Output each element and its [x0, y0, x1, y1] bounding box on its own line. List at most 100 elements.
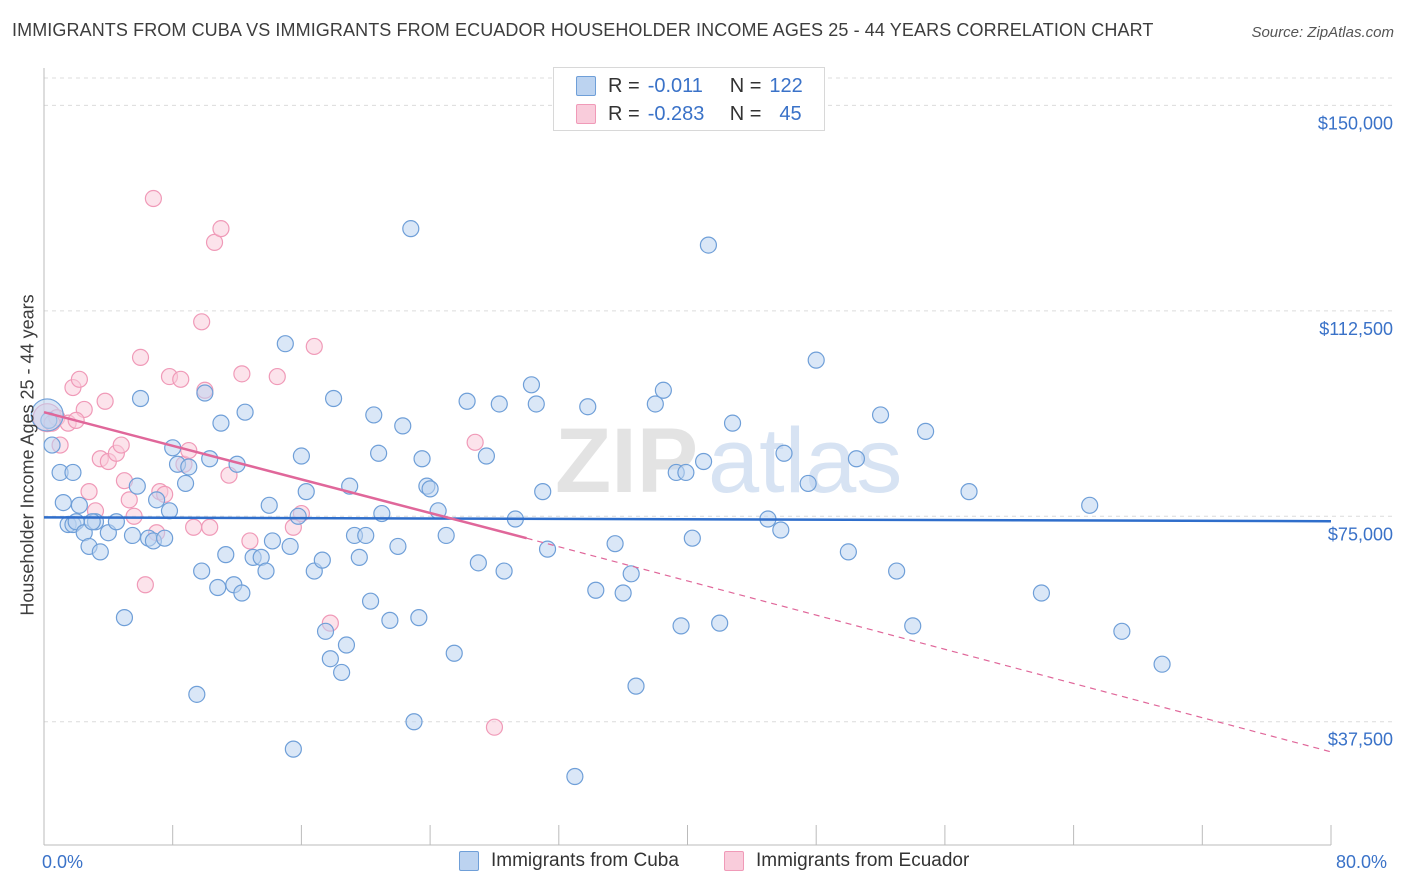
cuba-point	[123, 526, 142, 545]
cuba-point	[694, 452, 713, 471]
cuba-point	[723, 414, 742, 432]
ecuador-point	[125, 507, 143, 525]
cuba-point	[587, 581, 605, 599]
cuba-point	[960, 483, 978, 501]
ecuador-point	[96, 392, 114, 410]
cuba-point	[614, 584, 632, 602]
ecuador-r-value: -0.283	[647, 102, 705, 125]
chart-title: IMMIGRANTS FROM CUBA VS IMMIGRANTS FROM …	[12, 20, 1154, 40]
cuba-point	[1032, 584, 1051, 602]
cuba-point	[527, 395, 545, 413]
cuba-point	[405, 713, 423, 731]
cuba-point	[188, 685, 206, 703]
cuba-r-value: -0.011	[647, 74, 703, 97]
cuba-point	[683, 529, 701, 547]
ecuador-point	[212, 220, 230, 238]
y-tick-labels: $37,500 $75,000 $112,500 $150,000	[1318, 113, 1393, 749]
cuba-point	[236, 403, 254, 421]
cuba-point	[888, 562, 906, 580]
cuba-point	[156, 529, 174, 547]
cuba-point	[193, 562, 211, 580]
cuba-point	[281, 537, 299, 556]
trend-lines	[43, 410, 1332, 753]
cuba-trend-line	[43, 516, 1332, 523]
legend-cuba-swatch	[459, 851, 479, 871]
y-tick-label: $112,500	[1319, 319, 1393, 339]
cuba-point	[421, 480, 439, 498]
cuba-point	[904, 617, 922, 635]
cuba-point	[389, 537, 407, 556]
legend-row-ecuador: R = -0.283 N = 45	[576, 100, 802, 128]
cuba-point	[180, 458, 198, 476]
cuba-point	[871, 406, 890, 424]
cuba-point	[209, 578, 227, 597]
cuba-point	[83, 513, 101, 531]
ecuador-n-label: N =	[729, 102, 762, 125]
ecuador-point	[305, 337, 323, 356]
ecuador-point	[193, 313, 211, 331]
cuba-point	[91, 543, 109, 561]
ecuador-point	[112, 436, 130, 454]
ecuador-point	[144, 189, 162, 208]
cuba-point	[1081, 496, 1099, 514]
cuba-point	[284, 740, 302, 758]
cuba-n-value: 122	[769, 74, 803, 97]
cuba-point	[54, 493, 72, 512]
cuba-point	[316, 622, 335, 640]
cuba-point	[337, 636, 356, 654]
ecuador-point	[136, 576, 154, 594]
cuba-point	[1153, 655, 1171, 673]
cuba-point	[276, 335, 294, 353]
cuba-point	[534, 483, 552, 501]
legend-item-ecuador: Immigrants from Ecuador	[724, 850, 969, 872]
cuba-point	[115, 609, 134, 627]
cuba-point	[260, 496, 278, 514]
ecuador-swatch	[576, 104, 596, 124]
ecuador-trend-line	[43, 410, 527, 540]
ecuador-point	[268, 367, 286, 386]
cuba-point	[43, 436, 61, 454]
cuba-point	[495, 562, 513, 580]
cuba-point	[321, 650, 339, 668]
cuba-point	[357, 526, 375, 545]
ecuador-point	[485, 718, 504, 736]
cuba-point	[445, 644, 463, 662]
cuba-point	[263, 532, 282, 550]
cuba-point	[333, 663, 351, 682]
cuba-point	[70, 496, 88, 514]
cuba-point	[131, 389, 150, 408]
cuba-point	[711, 614, 729, 632]
x-min-label: 0.0%	[42, 852, 84, 872]
cuba-point	[775, 444, 793, 462]
cuba-n-label: N =	[729, 74, 762, 97]
cuba-point	[490, 395, 508, 413]
cuba-point	[606, 535, 624, 553]
cuba-point	[160, 502, 179, 520]
cuba-point	[477, 447, 496, 465]
cuba-point	[839, 543, 857, 561]
cuba-point	[365, 406, 383, 424]
cuba-point	[394, 417, 412, 435]
cuba-point	[313, 551, 331, 569]
cuba-point	[148, 491, 166, 509]
x-max-label: 80.0%	[1336, 852, 1388, 872]
cuba-point	[233, 584, 251, 602]
cuba-point	[799, 474, 817, 493]
cuba-point	[212, 414, 230, 432]
cuba-point	[361, 592, 380, 610]
ecuador-point	[80, 483, 98, 501]
cuba-point	[324, 389, 343, 408]
cuba-point	[847, 450, 866, 468]
cuba-point	[699, 236, 718, 254]
cuba-point	[566, 767, 584, 786]
cuba-point	[646, 395, 664, 413]
cuba-point	[410, 609, 428, 627]
cuba-point	[196, 384, 214, 402]
cuba-point	[402, 220, 420, 238]
ecuador-point	[131, 348, 150, 367]
cuba-point	[107, 513, 125, 531]
source-label: Source: ZipAtlas.com	[1251, 24, 1394, 41]
ecuador-point	[233, 365, 251, 383]
legend-ecuador-swatch	[724, 851, 744, 871]
